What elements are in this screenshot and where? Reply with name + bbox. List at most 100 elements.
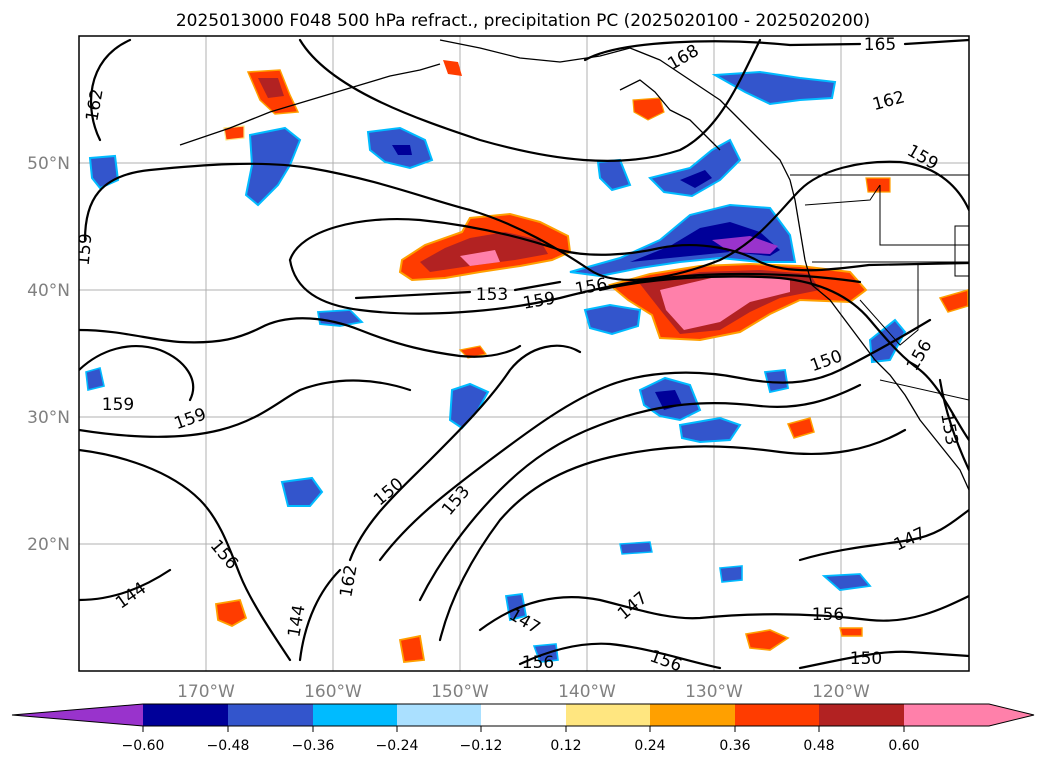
colorbar-segment bbox=[397, 704, 481, 726]
colorbar-segment bbox=[819, 704, 904, 726]
precip-neg-area-south-east-1 bbox=[719, 565, 743, 583]
contour-label: 165 bbox=[864, 35, 896, 55]
map-background bbox=[79, 36, 969, 671]
contour-153 bbox=[354, 280, 562, 300]
contour-label: 156 bbox=[522, 653, 554, 673]
contour-144-southwest bbox=[79, 568, 172, 602]
colorbar-segment bbox=[650, 704, 735, 726]
precip-fill-layer bbox=[85, 60, 969, 663]
lat-label: 40°N bbox=[27, 281, 70, 301]
map-frame bbox=[78, 35, 970, 672]
colorbar-tick-label: −0.36 bbox=[292, 738, 335, 754]
precip-area-gulf-small bbox=[443, 60, 462, 76]
contour-162-north bbox=[90, 38, 762, 162]
lat-label: 20°N bbox=[27, 535, 70, 555]
colorbar-segment bbox=[481, 704, 566, 726]
precip-neg-area-central-west bbox=[316, 309, 364, 327]
contour-156-main bbox=[598, 275, 969, 442]
contour-147-southwest bbox=[298, 568, 342, 662]
colorbar-tick-label: 0.36 bbox=[719, 738, 750, 754]
lon-label: 140°W bbox=[558, 682, 616, 702]
border-layer bbox=[790, 174, 969, 401]
precip-pos-area-south bbox=[398, 634, 426, 663]
precip-neg-area-subtropical-2 bbox=[678, 416, 742, 444]
refractivity-contour-layer bbox=[79, 38, 969, 670]
colorbar: −0.60 −0.48 −0.36 −0.24 −0.12 0.12 0.24 … bbox=[11, 703, 1035, 754]
colorbar-tick-label: 0.24 bbox=[634, 738, 665, 754]
lon-label: 120°W bbox=[812, 682, 870, 702]
colorbar-tick-label: 0.60 bbox=[888, 738, 919, 754]
colorbar-segment bbox=[566, 704, 650, 726]
precip-pos-area-mexico bbox=[938, 289, 969, 313]
contour-159-southwest bbox=[79, 345, 195, 402]
colorbar-tick-label: −0.12 bbox=[460, 738, 503, 754]
colorbar-tick-label: −0.48 bbox=[207, 738, 250, 754]
precip-neg-area-bc-offshore bbox=[648, 138, 742, 198]
border-states-north bbox=[804, 184, 969, 246]
colorbar-ticks: −0.60 −0.48 −0.36 −0.24 −0.12 0.12 0.24 … bbox=[122, 726, 920, 754]
colorbar-tick-label: 0.48 bbox=[803, 738, 834, 754]
lon-label: 160°W bbox=[304, 682, 362, 702]
contour-150-west bbox=[79, 379, 412, 438]
precip-pos-max-central bbox=[460, 250, 500, 266]
precip-neg-area-small-3 bbox=[619, 541, 653, 555]
precip-pos-area-south-east bbox=[744, 629, 790, 651]
contour-label: 156 bbox=[812, 605, 844, 625]
figure-title: 2025013000 F048 500 hPa refract., precip… bbox=[176, 11, 870, 31]
precip-neg-core-bc-offshore bbox=[680, 170, 712, 188]
precip-area-bc-interior bbox=[865, 177, 891, 193]
lon-label: 150°W bbox=[431, 682, 489, 702]
contour-147-southeast bbox=[798, 508, 969, 562]
border-state-box bbox=[954, 225, 969, 277]
lat-label: 50°N bbox=[27, 154, 70, 174]
precip-neg-area-far-west bbox=[85, 366, 105, 391]
precip-neg-core-north-central bbox=[392, 145, 412, 155]
contour-156-west bbox=[79, 317, 522, 358]
precip-pos-area-small-3 bbox=[839, 627, 863, 637]
contour-144-west bbox=[79, 448, 292, 662]
coastline-layer bbox=[179, 39, 969, 491]
contour-150-south bbox=[478, 594, 969, 632]
colorbar-segment bbox=[904, 704, 989, 726]
precip-pos-area-small-2 bbox=[458, 345, 488, 359]
contour-label: 150 bbox=[850, 649, 882, 669]
colorbar-tick-label: −0.24 bbox=[376, 738, 419, 754]
colorbar-segment bbox=[313, 704, 397, 726]
precip-neg-area-small-east bbox=[763, 369, 790, 394]
map-panel: 165 168 162 162 159 159 159 153 159 156 … bbox=[74, 35, 970, 673]
lon-label: 170°W bbox=[177, 682, 235, 702]
latitude-labels: 50°N 40°N 30°N 20°N bbox=[27, 154, 70, 555]
contour-label: 159 bbox=[102, 395, 134, 415]
contour-159-subtropical bbox=[438, 428, 907, 642]
precip-pos-max-california bbox=[660, 276, 790, 330]
border-states-southwest bbox=[859, 265, 919, 346]
colorbar-extend-low bbox=[12, 704, 143, 726]
contour-162-subtropical bbox=[418, 383, 862, 602]
contour-150-east bbox=[938, 378, 969, 472]
contour-label: 159 bbox=[74, 233, 97, 267]
coastline-north-america bbox=[439, 39, 969, 491]
contour-165 bbox=[583, 38, 969, 62]
colorbar-segment bbox=[735, 704, 819, 726]
colorbar-segment bbox=[143, 704, 228, 726]
precip-neg-area-offshore-ca bbox=[583, 303, 642, 336]
longitude-labels: 170°W 160°W 150°W 140°W 130°W 120°W bbox=[177, 682, 870, 702]
contour-159-outer bbox=[83, 160, 969, 281]
colorbar-segment bbox=[228, 704, 313, 726]
lon-label: 130°W bbox=[685, 682, 743, 702]
contour-156-subtropical bbox=[378, 318, 932, 562]
precip-area-gulf-alaska bbox=[632, 97, 665, 121]
precip-neg-area-southwest bbox=[280, 476, 324, 507]
contour-label: 153 bbox=[476, 285, 508, 305]
coastline-alaska-panhandle bbox=[619, 79, 721, 151]
contour-159-inner-north bbox=[288, 217, 969, 272]
precip-pos-area-southwest bbox=[214, 598, 248, 628]
colorbar-tick-label: −0.60 bbox=[122, 738, 165, 754]
precip-pos-area-small-east bbox=[786, 417, 815, 439]
lat-label: 30°N bbox=[27, 408, 70, 428]
precip-neg-area-northwest bbox=[244, 126, 302, 207]
border-us-mexico bbox=[879, 379, 969, 401]
colorbar-extend-high bbox=[989, 704, 1034, 726]
contour-156-south bbox=[518, 642, 969, 670]
